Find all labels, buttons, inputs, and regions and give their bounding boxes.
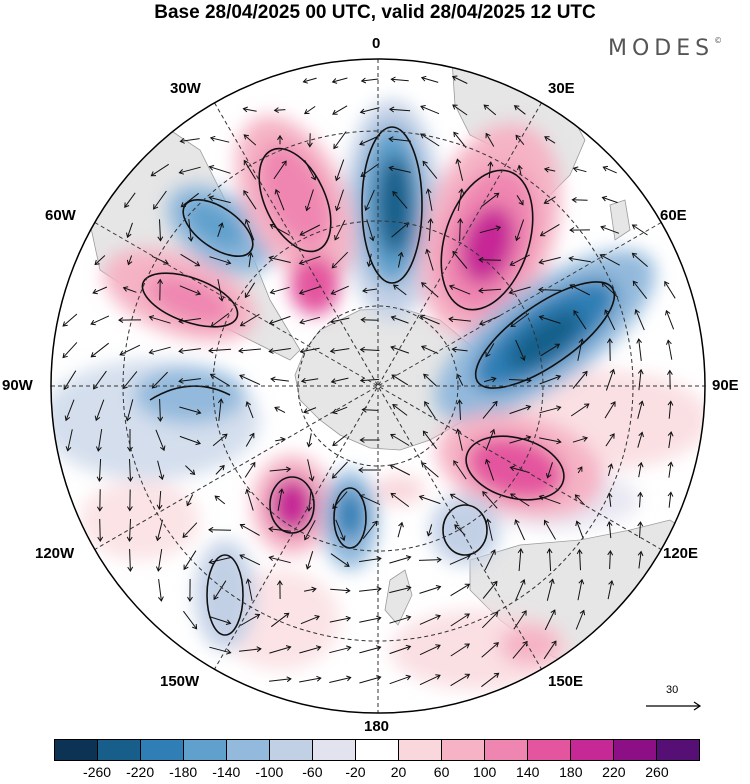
colorbar-swatch	[570, 740, 613, 760]
colorbar-tick-label: -180	[169, 764, 197, 780]
colorbar-tick-label: 100	[473, 764, 496, 780]
colorbar-tick-label: -100	[255, 764, 283, 780]
colorbar-ticks: -260 -220 -180 -140 -100 -60 -20 20 60 100 140 180 2…	[0, 764, 750, 784]
colorbar-swatch	[97, 740, 140, 760]
label-120w: 120W	[35, 545, 74, 562]
wind-arrow	[479, 260, 501, 261]
colorbar-swatch	[183, 740, 226, 760]
label-0: 0	[372, 35, 380, 52]
colorbar-swatch	[484, 740, 527, 760]
colorbar-swatch	[527, 740, 570, 760]
colorbar-swatch	[140, 740, 183, 760]
brand-logo: MODES©	[608, 36, 722, 61]
label-180: 180	[364, 718, 389, 735]
label-30e: 30E	[548, 80, 575, 97]
copyright-mark: ©	[714, 36, 722, 45]
colorbar-tick-label: -60	[302, 764, 322, 780]
wind-arrow	[361, 320, 378, 321]
wind-arrow	[100, 519, 101, 541]
colorbar-tick-label: 140	[516, 764, 539, 780]
colorbar-swatch	[269, 740, 312, 760]
colorbar-swatch	[226, 740, 269, 760]
colorbar-swatch	[55, 740, 97, 760]
colorbar-tick-label: -140	[212, 764, 240, 780]
colorbar-tick-label: -260	[83, 764, 111, 780]
colorbar-tick-label: 220	[602, 764, 625, 780]
label-30w: 30W	[170, 80, 201, 97]
colorbar-tick-label: 20	[391, 764, 407, 780]
label-90e: 90E	[712, 377, 739, 394]
map-title: Base 28/04/2025 00 UTC, valid 28/04/2025…	[0, 2, 750, 24]
label-120e: 120E	[663, 545, 698, 562]
reference-vector-arrow	[640, 682, 710, 712]
colorbar-swatch	[355, 740, 398, 760]
colorbar-swatch	[613, 740, 656, 760]
label-60e: 60E	[660, 207, 687, 224]
colorbar	[54, 739, 700, 761]
label-150w: 150W	[160, 673, 199, 690]
colorbar-swatch	[656, 740, 699, 760]
label-60w: 60W	[45, 207, 76, 224]
colorbar-tick-label: 260	[645, 764, 668, 780]
colorbar-swatch	[312, 740, 355, 760]
colorbar-swatch	[398, 740, 441, 760]
colorbar-swatch	[441, 740, 484, 760]
colorbar-tick-label: -220	[126, 764, 154, 780]
label-150e: 150E	[548, 673, 583, 690]
colorbar-tick-label: 60	[434, 764, 450, 780]
brand-text: MODES	[608, 36, 714, 61]
colorbar-tick-label: -20	[345, 764, 365, 780]
colorbar-tick-label: 180	[559, 764, 582, 780]
label-90w: 90W	[2, 377, 33, 394]
